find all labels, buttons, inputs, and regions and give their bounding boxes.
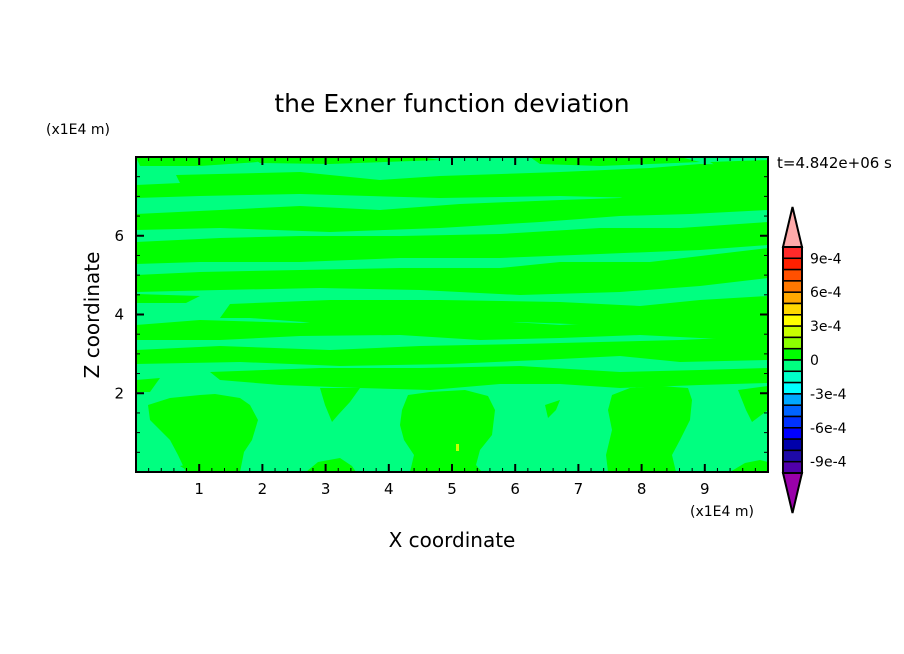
contour-region	[530, 157, 700, 166]
y-tick-label: 4	[114, 306, 124, 324]
contour-region	[306, 458, 356, 472]
x-tick-label: 3	[321, 480, 331, 498]
contour-region	[136, 314, 768, 340]
colorbar-over-triangle	[781, 206, 804, 248]
contour-region	[180, 462, 200, 472]
colorbar-swatch	[782, 302, 803, 316]
x-tick-label: 1	[194, 480, 204, 498]
x-tick-label: 9	[700, 480, 710, 498]
positive-regions	[136, 157, 768, 472]
contour-region	[400, 390, 495, 472]
colorbar-swatch	[782, 370, 803, 384]
y-tick-labels: 2 4 6	[114, 227, 124, 403]
contour-region	[136, 157, 258, 166]
y-tick-label: 6	[114, 227, 124, 245]
colorbar-swatch	[782, 449, 803, 463]
contour-region	[250, 157, 440, 164]
colorbar-swatch	[782, 381, 803, 395]
colorbar-swatch	[782, 427, 803, 440]
x-tick-label: 7	[574, 480, 584, 498]
contour-region	[738, 386, 768, 422]
colorbar-tick-label: -3e-4	[810, 387, 847, 403]
colorbar-swatch	[782, 347, 803, 361]
colorbar-frame	[782, 246, 803, 474]
colorbar-swatch	[782, 314, 803, 327]
contour-region	[136, 248, 768, 295]
colorbar-under-triangle	[781, 472, 804, 514]
colorbar-swatch	[782, 257, 803, 271]
y-unit-label: (x1E4 m)	[46, 122, 110, 138]
x-tick-label: 6	[510, 480, 520, 498]
contour-region	[136, 222, 768, 264]
colorbar: 9e-4 6e-4 3e-4 0 -3e-4 -6e-4 -9e-4	[781, 206, 847, 514]
colorbar-swatch	[782, 268, 803, 282]
colorbar-swatch	[782, 246, 803, 260]
x-tick-label: 2	[258, 480, 268, 498]
plot-area	[135, 156, 769, 473]
contour-region	[320, 388, 360, 422]
colorbar-swatch	[782, 393, 803, 406]
colorbar-swatch	[782, 438, 803, 452]
time-label: t=4.842e+06 s	[777, 154, 892, 172]
y-tick-label: 2	[114, 384, 124, 402]
x-tick-label: 4	[384, 480, 394, 498]
colorbar-swatch	[782, 325, 803, 339]
axis-ticks	[136, 157, 768, 472]
contour-region	[136, 378, 160, 392]
contour-region	[220, 296, 768, 326]
colorbar-swatch	[782, 291, 803, 305]
colorbar-swatch	[782, 336, 803, 350]
colorbar-tick-label: 3e-4	[810, 319, 842, 335]
colorbar-tick-label: -9e-4	[810, 455, 847, 471]
contour-region	[606, 386, 692, 472]
colorbar-tick-label: 9e-4	[810, 251, 842, 267]
colorbar-swatch	[782, 460, 803, 474]
colorbar-swatch	[782, 404, 803, 418]
colorbar-swatch	[782, 415, 803, 429]
colorbar-swatch	[782, 280, 803, 293]
colorbar-tick-label: 0	[810, 353, 819, 369]
colorbar-tick-label: 6e-4	[810, 285, 842, 301]
contour-region	[148, 394, 258, 472]
colorbar-tick-label: -6e-4	[810, 421, 847, 437]
x-tick-label: 8	[637, 480, 647, 498]
contour-spot	[456, 444, 459, 451]
y-axis-label: Z coordinate	[80, 252, 104, 379]
x-unit-label: (x1E4 m)	[690, 504, 754, 520]
contour-region	[136, 336, 768, 366]
contour-region	[136, 294, 200, 303]
contour-region	[730, 460, 768, 472]
x-tick-label: 5	[447, 480, 457, 498]
x-axis-label: X coordinate	[389, 528, 516, 552]
contour-region	[136, 164, 768, 198]
chart-title: the Exner function deviation	[274, 89, 629, 118]
contour-region	[210, 366, 768, 390]
colorbar-swatch	[782, 359, 803, 373]
contour-region	[136, 178, 768, 232]
x-tick-labels: 1 2 3 4 5 6 7 8 9	[194, 480, 709, 498]
contour-region	[545, 400, 560, 418]
